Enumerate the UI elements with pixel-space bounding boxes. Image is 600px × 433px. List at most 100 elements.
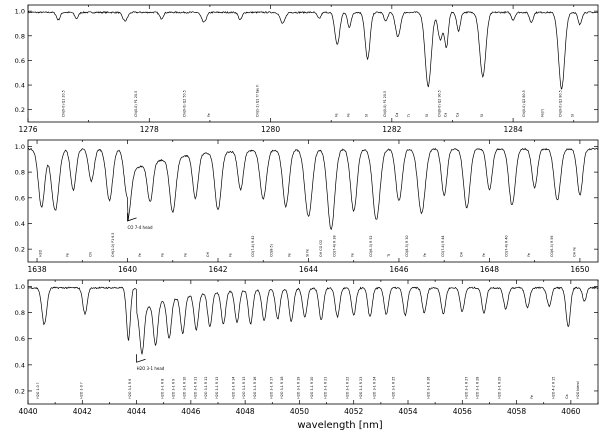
line-id-label: Si Fe bbox=[305, 249, 309, 257]
x-tick-label: 1276 bbox=[18, 125, 37, 134]
line-id-label: H2O 3-1 R 26 bbox=[427, 377, 431, 399]
line-id-label: H2O 3-1 R 15 bbox=[242, 377, 246, 399]
line-id-label: H2O 1-0 ? bbox=[79, 382, 83, 399]
y-tick-label: 0.6 bbox=[15, 57, 25, 65]
line-id-label: Fe bbox=[287, 253, 291, 257]
line-id-label: Ca bbox=[455, 113, 459, 117]
line-id-label: H2O 3-1 R 29 bbox=[497, 377, 501, 399]
line-id-label: CN(0-0) Q2 50.5 bbox=[183, 90, 187, 117]
line-id-label: H2O 4-2 R 15 bbox=[552, 377, 556, 399]
line-id-label: OH bbox=[459, 251, 463, 257]
line-id-label: CN bbox=[88, 252, 92, 257]
line-id-label: Fe bbox=[351, 253, 355, 257]
line-id-label: Ca bbox=[565, 394, 569, 398]
line-id-label: Fe bbox=[530, 395, 534, 399]
line-id-label: CO(7-4) R 44 bbox=[441, 235, 445, 256]
x-tick-label: 1642 bbox=[208, 265, 227, 274]
line-id-label: H2O 3-1 R 27 bbox=[465, 377, 469, 399]
x-tick-label: 1278 bbox=[140, 125, 159, 134]
line-id-label: Fe bbox=[423, 253, 427, 257]
x-tick-label: 1284 bbox=[504, 125, 523, 134]
x-tick-label: 1646 bbox=[389, 265, 408, 274]
y-tick-label: 1.0 bbox=[15, 143, 25, 151]
x-tick-label: 1280 bbox=[261, 125, 280, 134]
y-tick-label: 0.8 bbox=[15, 169, 25, 177]
line-id-label: CO(8-5) bbox=[269, 244, 273, 257]
line-id-label: H2O 3-1 R 13 bbox=[215, 377, 219, 399]
band-head-label: CO 7-4 head bbox=[128, 225, 153, 230]
x-tick-label: 4050 bbox=[290, 407, 309, 416]
line-id-label: H2O 3-1 R 23 bbox=[359, 377, 363, 399]
line-id-label: Fe bbox=[482, 253, 486, 257]
line-id-label: H2O 3-1 R 21 bbox=[324, 377, 328, 399]
line-id-label: Fe bbox=[207, 113, 211, 117]
x-tick-label: 4046 bbox=[181, 407, 200, 416]
line-id-label: CO(7-4) R 40 bbox=[504, 235, 508, 256]
panel-middle: 0.2 0.4 0.6 0.8 1.0 1638 1640 1642 1644 1646 1648 1… bbox=[15, 139, 599, 274]
line-id-label: H2O 3-1 R 18 bbox=[280, 377, 284, 399]
line-id-label: H2O 1-0 ? bbox=[36, 382, 40, 399]
y-tick-label: 0.4 bbox=[15, 82, 25, 90]
line-id-label: H2O 3-1 R 17 bbox=[269, 377, 273, 399]
line-id-label: CN(0-0) P1 20.5 bbox=[383, 91, 387, 117]
line-id-label: Fe bbox=[161, 253, 165, 257]
band-head-marker bbox=[127, 212, 137, 222]
panel-bottom: 0.2 0.4 0.6 0.8 1.0 4040 4042 4044 4046 4048 4050 4… bbox=[15, 279, 599, 416]
x-tick-label: 4042 bbox=[73, 407, 92, 416]
x-tick-label: 4040 bbox=[18, 407, 37, 416]
band-head-label: H2O 3-1 head bbox=[137, 366, 165, 371]
line-id-label: H2O 3-1 R 19 bbox=[296, 377, 300, 399]
panel-top: 0.2 0.4 0.6 0.8 1.0 1276 1278 1280 1282 1284 CN(0-… bbox=[15, 4, 599, 134]
line-id-label: H2O 3-1 R 12 bbox=[204, 377, 208, 399]
line-id-label: H2O bbox=[39, 249, 43, 257]
line-id-label: Fe(?) bbox=[540, 109, 544, 117]
line-id-label: Fe bbox=[527, 253, 531, 257]
line-id-label: OH(2-0) P1 6.5 bbox=[111, 232, 115, 256]
x-tick-label: 4060 bbox=[561, 407, 580, 416]
x-tick-label: 4048 bbox=[236, 407, 255, 416]
line-id-label: H2O blend bbox=[576, 381, 580, 398]
spectrum-line-top bbox=[27, 10, 599, 90]
line-id-label: Ti bbox=[387, 254, 391, 258]
line-id-label: Si bbox=[571, 114, 575, 117]
line-id-label: Ca bbox=[443, 113, 447, 117]
line-id-label: Fe bbox=[66, 253, 70, 257]
line-id-label: H2O 3-1 R 22 bbox=[345, 377, 349, 399]
line-id-label: CN(0-0) Q2 80.5 bbox=[559, 90, 563, 117]
line-id-label: CN(0-0) Q2 90.5 bbox=[437, 90, 441, 117]
spectrum-line-middle bbox=[27, 147, 599, 230]
band-head-marker bbox=[136, 354, 146, 363]
line-id-label: Ti bbox=[407, 114, 411, 118]
line-id-label: H2O 3-1 R 9 bbox=[172, 379, 176, 399]
line-id-label: CO(7-4) R 38 bbox=[333, 235, 337, 256]
line-id-label: Si bbox=[365, 114, 369, 117]
x-tick-label: 1650 bbox=[570, 265, 589, 274]
line-id-label: H2O 3-1 R 6 bbox=[128, 379, 132, 399]
y-tick-label: 0.2 bbox=[15, 387, 25, 395]
x-tick-label: 4056 bbox=[453, 407, 472, 416]
line-id-label: Fe bbox=[138, 253, 142, 257]
line-id-label: Fe bbox=[334, 113, 338, 117]
y-tick-label: 0.2 bbox=[15, 246, 25, 254]
x-tick-label: 1648 bbox=[480, 265, 499, 274]
line-id-label: Fe bbox=[183, 253, 187, 257]
line-id-label: H2O 3-1 R 16 bbox=[253, 377, 257, 399]
y-tick-label: 1.0 bbox=[15, 283, 25, 291]
y-tick-label: 0.4 bbox=[15, 361, 25, 369]
line-id-label: CN(0-0) Q2 80.5 bbox=[522, 90, 526, 117]
y-tick-label: 0.8 bbox=[15, 32, 25, 40]
line-id-label: CN(0-0) P1 20.5 bbox=[134, 91, 138, 117]
x-tick-label: 1282 bbox=[382, 125, 401, 134]
line-id-label: H2O 3-1 R 25 bbox=[391, 377, 395, 399]
line-id-label: H2O 3-1 R 20 bbox=[310, 377, 314, 399]
line-id-label: H2O 3-1 R 24 bbox=[372, 377, 376, 399]
line-id-label: H2O 3-1 R 11 bbox=[193, 377, 197, 399]
y-tick-label: 0.6 bbox=[15, 335, 25, 343]
line-id-label: H2O 3-1 R 28 bbox=[476, 377, 480, 399]
line-id-label: Fe bbox=[229, 253, 233, 257]
line-id-label: Si bbox=[425, 114, 429, 117]
y-tick-label: 0.6 bbox=[15, 194, 25, 202]
line-id-label: CO(6-3) R 56 bbox=[550, 236, 554, 257]
line-id-label: OH bbox=[206, 251, 210, 257]
